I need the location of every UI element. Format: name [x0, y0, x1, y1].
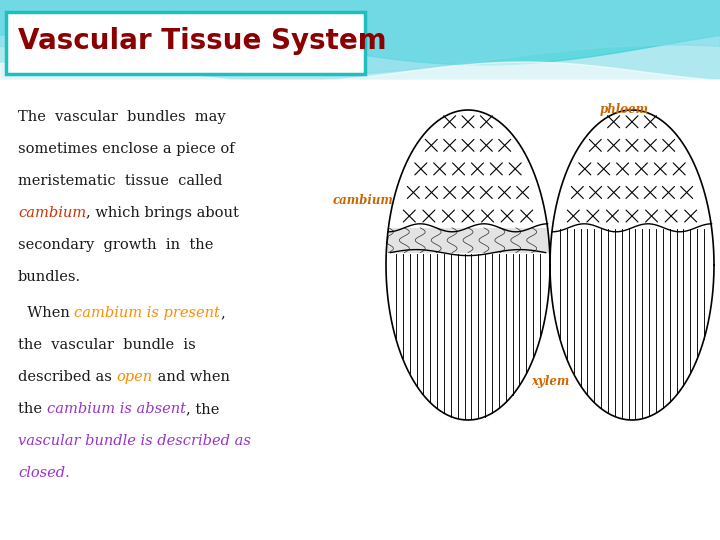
Text: When: When	[18, 306, 74, 320]
Text: the  vascular  bundle  is: the vascular bundle is	[18, 338, 196, 352]
Bar	[388, 230, 548, 231]
Bar	[387, 248, 549, 249]
Text: ,: ,	[220, 306, 225, 320]
Text: cambium: cambium	[18, 206, 86, 220]
Bar	[387, 241, 549, 242]
Bar	[388, 231, 548, 232]
Bar	[387, 237, 549, 238]
Bar	[386, 252, 550, 253]
Bar	[387, 239, 549, 240]
Bar	[387, 243, 549, 244]
Text: phloem: phloem	[600, 104, 649, 117]
Bar	[0, 0, 720, 80]
Text: Vascular Tissue System: Vascular Tissue System	[18, 27, 387, 55]
Bar	[387, 244, 549, 245]
Text: open: open	[117, 370, 153, 384]
Text: , the: , the	[186, 402, 219, 416]
Bar	[387, 240, 549, 241]
Bar	[387, 234, 549, 235]
Text: described as: described as	[18, 370, 117, 384]
Text: closed.: closed.	[18, 466, 70, 480]
Bar	[387, 249, 549, 250]
Text: meristematic  tissue  called: meristematic tissue called	[18, 174, 222, 188]
Bar	[387, 238, 549, 239]
Text: and when: and when	[153, 370, 230, 384]
Bar	[387, 250, 549, 251]
Text: bundles.: bundles.	[18, 270, 81, 284]
Text: vascular bundle is described as: vascular bundle is described as	[18, 434, 251, 448]
Text: cambium is present: cambium is present	[74, 306, 220, 320]
Bar	[388, 232, 548, 233]
Bar	[387, 245, 549, 246]
Text: xylem: xylem	[531, 375, 569, 388]
Text: The  vascular  bundles  may: The vascular bundles may	[18, 110, 225, 124]
FancyBboxPatch shape	[6, 12, 365, 74]
Bar	[387, 242, 549, 243]
Text: sometimes enclose a piece of: sometimes enclose a piece of	[18, 142, 235, 156]
Text: secondary  growth  in  the: secondary growth in the	[18, 238, 213, 252]
Bar	[387, 233, 549, 234]
Text: , which brings about: , which brings about	[86, 206, 239, 220]
Text: cambium: cambium	[332, 193, 393, 206]
Bar	[387, 247, 549, 248]
Bar	[387, 246, 549, 247]
Bar	[387, 251, 549, 252]
Bar	[388, 228, 548, 230]
Text: cambium is absent: cambium is absent	[47, 402, 186, 416]
Bar	[387, 235, 549, 237]
Text: the: the	[18, 402, 47, 416]
